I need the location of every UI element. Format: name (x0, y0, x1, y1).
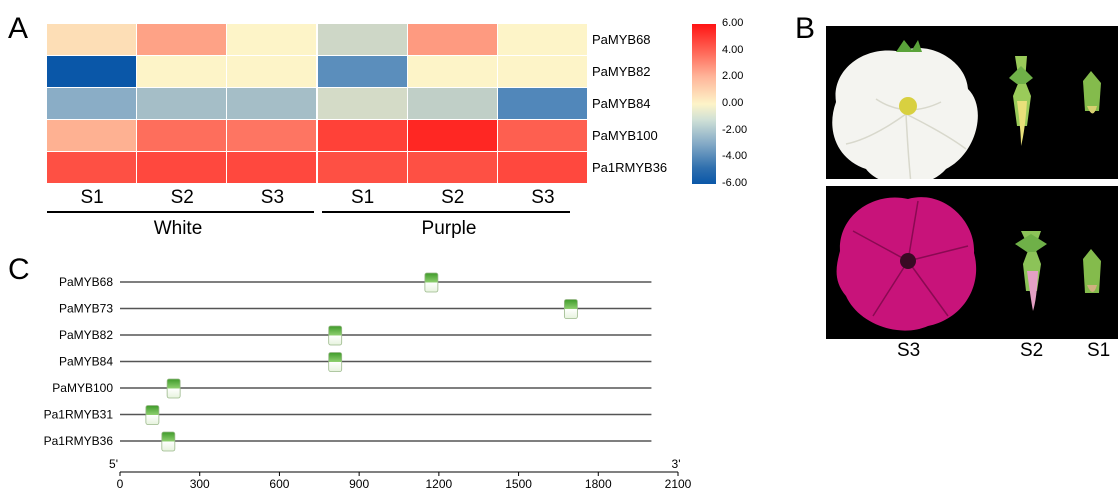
heatmap-cell (227, 120, 318, 152)
heatmap-cell (317, 24, 408, 56)
axis-tick-label: 600 (269, 477, 289, 491)
color-scale-tick: -2.00 (722, 123, 748, 136)
column-label: S3 (531, 187, 555, 208)
protein-row: PaMYB100 (52, 378, 652, 399)
heatmap-cell (137, 56, 228, 88)
protein-label: Pa1RMYB36 (44, 434, 114, 448)
heatmap-cell (47, 56, 138, 88)
protein-label: PaMYB73 (59, 302, 113, 316)
color-scale-bar (692, 24, 716, 184)
color-scale-tick: 0.00 (722, 97, 744, 109)
heatmap-cell (407, 120, 498, 152)
heatmap-cell (497, 88, 588, 120)
axis-end-label: 3' (672, 457, 681, 471)
myb-domain-box (161, 431, 176, 452)
color-scale-tick: 4.00 (722, 43, 744, 56)
heatmap-cell (137, 24, 228, 56)
column-label: S1 (350, 187, 375, 208)
heatmap-cell (407, 152, 498, 184)
heatmap-cell (137, 88, 228, 120)
heatmap-cell (227, 56, 318, 88)
heatmap-cell (407, 24, 498, 56)
heatmap-cell (497, 56, 588, 88)
heatmap-cell (47, 120, 138, 152)
purple-flower-photo (826, 186, 1118, 339)
protein-row: Pa1RMYB31 (44, 405, 652, 425)
axis-tick-label: 0 (117, 477, 124, 491)
axis-tick-label: 1500 (505, 477, 532, 491)
heatmap-cell (317, 56, 408, 88)
heatmap-cell (497, 120, 588, 152)
column-label: S2 (170, 187, 194, 208)
protein-label: PaMYB84 (59, 355, 113, 369)
white-flower-photo (826, 26, 1118, 179)
protein-row: PaMYB73 (59, 299, 652, 319)
white-group-line (47, 211, 314, 213)
stage-label-s1: S1 (1087, 340, 1111, 361)
heatmap-cell (497, 152, 588, 184)
protein-row: Pa1RMYB36 (44, 431, 652, 452)
axis-start-label: 5' (109, 457, 118, 471)
myb-domain-box (328, 352, 343, 372)
myb-domain-box (328, 325, 343, 346)
gene-label: PaMYB82 (592, 64, 651, 79)
gene-label: Pa1RMYB36 (592, 160, 668, 175)
color-scale-tick: -4.00 (722, 150, 748, 163)
heatmap-cell (47, 88, 138, 120)
heatmap-cell (317, 88, 408, 120)
gene-label: PaMYB84 (592, 96, 651, 111)
protein-label: PaMYB100 (52, 381, 113, 395)
myb-domain-box (166, 378, 181, 399)
panel-label-a: A (8, 12, 29, 45)
column-label: S2 (441, 187, 465, 208)
expression-heatmap (47, 24, 588, 184)
gene-label: PaMYB100 (592, 128, 658, 143)
heatmap-cell (497, 24, 588, 56)
panel-label-b: B (795, 12, 816, 45)
protein-label: PaMYB68 (59, 275, 113, 289)
heatmap-cell (407, 56, 498, 88)
axis-tick-label: 900 (349, 477, 369, 491)
color-scale-tick: 6.00 (722, 17, 744, 29)
protein-row: PaMYB68 (59, 272, 652, 293)
heatmap-cell (227, 152, 318, 184)
group-label-white: White (153, 218, 203, 239)
heatmap-cell (317, 152, 408, 184)
panel-label-c: C (8, 253, 30, 286)
group-label-purple: Purple (421, 218, 477, 239)
heatmap-cell (227, 24, 318, 56)
axis-tick-label: 300 (190, 477, 210, 491)
heatmap-cell (407, 88, 498, 120)
axis-tick-label: 1200 (426, 477, 453, 491)
myb-domain-diagram: PaMYB68 PaMYB73 PaMYB82 PaMYB84 PaMYB100 Pa1R… (44, 272, 692, 491)
protein-row: PaMYB82 (59, 325, 652, 346)
column-label: S1 (80, 187, 104, 208)
myb-domain-box (424, 272, 439, 293)
axis-tick-label: 2100 (665, 477, 692, 491)
heatmap-cell (317, 120, 408, 152)
stage-label-s2: S2 (1020, 340, 1044, 361)
column-label: S3 (260, 187, 285, 208)
myb-domain-box (563, 299, 578, 319)
heatmap-cell (47, 24, 138, 56)
protein-label: Pa1RMYB31 (44, 408, 114, 422)
heatmap-cell (227, 88, 318, 120)
gene-label: PaMYB68 (592, 32, 651, 47)
protein-label: PaMYB82 (59, 328, 113, 342)
heatmap-cell (137, 120, 228, 152)
heatmap-cell (137, 152, 228, 184)
protein-row: PaMYB84 (59, 352, 652, 372)
myb-domain-box (145, 405, 160, 425)
axis-tick-label: 1800 (585, 477, 612, 491)
color-scale-tick: -6.00 (722, 177, 748, 189)
purple-group-line (322, 211, 570, 213)
heatmap-cell (47, 152, 138, 184)
stage-label-s3: S3 (897, 340, 921, 361)
color-scale-tick: 2.00 (722, 70, 744, 83)
